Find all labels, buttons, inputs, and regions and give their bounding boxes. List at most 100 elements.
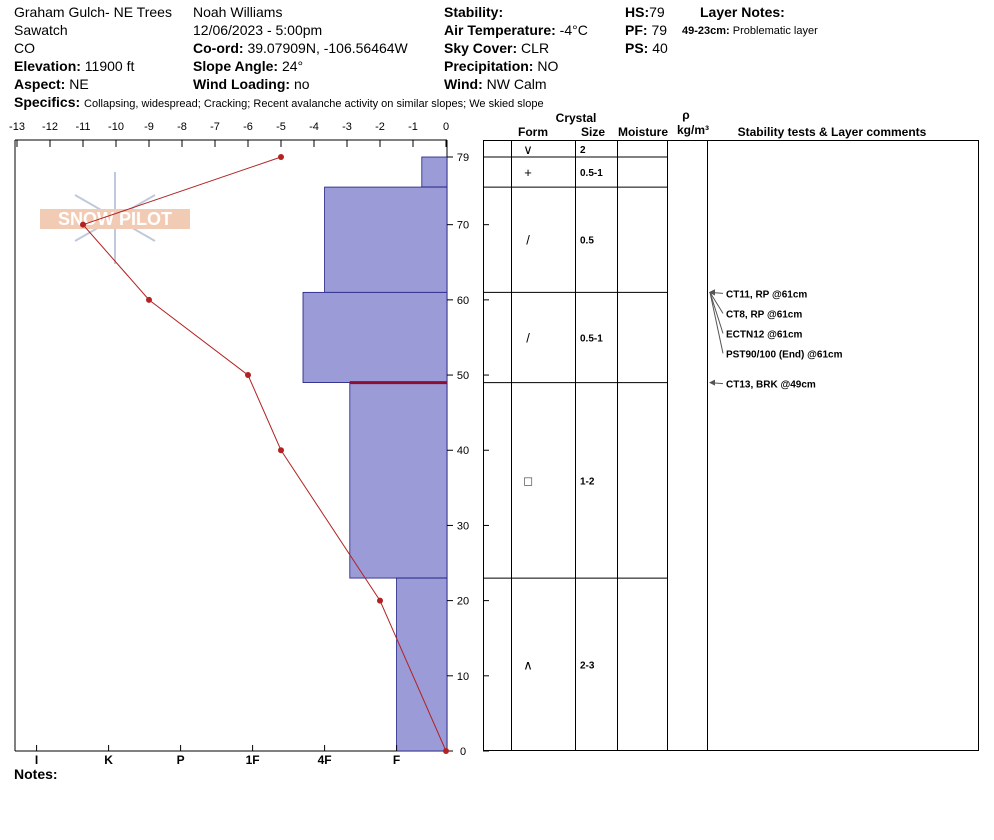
hardness-bar: [324, 186, 448, 293]
label: Precipitation:: [444, 58, 533, 74]
layer-form: /: [526, 330, 530, 345]
value: no: [294, 76, 310, 92]
surface-form: ∨: [523, 142, 533, 157]
value: Collapsing, widespread; Cracking; Recent…: [84, 98, 544, 110]
logo-text: SNOW PILOT: [58, 209, 172, 229]
x-tick-label: -13: [9, 121, 25, 133]
ps: PS: 40: [625, 40, 668, 56]
layer-form: ∧: [523, 658, 533, 673]
precip: Precipitation: NO: [444, 58, 558, 74]
header-comments: Stability tests & Layer comments: [738, 125, 927, 139]
label: PF:: [625, 22, 648, 38]
hardness-tick-label: 4F: [318, 753, 332, 767]
logo-band: [40, 209, 190, 229]
table-frame: [483, 140, 979, 751]
label: Elevation:: [14, 58, 81, 74]
range: 49-23cm:: [682, 25, 730, 37]
label: Co-ord:: [193, 40, 244, 56]
value: NW Calm: [487, 76, 547, 92]
temperature-point: [278, 447, 284, 454]
layer-size: 0.5: [580, 236, 594, 247]
stability: Stability:: [444, 4, 503, 20]
layer-size: 0.5-1: [580, 333, 603, 344]
value: 11900 ft: [85, 58, 135, 74]
note: Problematic layer: [733, 25, 818, 37]
coord: Co-ord: 39.07909N, -106.56464W: [193, 40, 409, 56]
range: Sawatch: [14, 22, 68, 38]
wind-loading: Wind Loading: no: [193, 76, 310, 92]
label: Specifics:: [14, 94, 80, 110]
test-arrow: [709, 292, 724, 314]
label: Air Temperature:: [444, 22, 556, 38]
layer-size: 0.5-1: [580, 168, 603, 179]
layer-form: +: [524, 165, 532, 180]
x-tick-label: -11: [75, 121, 90, 133]
temperature-point: [245, 372, 251, 379]
y-tick-label: 60: [457, 295, 469, 307]
label: Slope Angle:: [193, 58, 278, 74]
x-tick-label: -12: [42, 121, 58, 133]
value: 24°: [282, 58, 303, 74]
site: Graham Gulch- NE Trees: [14, 4, 172, 20]
value: 40: [652, 40, 668, 56]
hardness-tick-label: F: [393, 753, 400, 767]
aspect: Aspect: NE: [14, 76, 89, 92]
header-density: ρ: [682, 108, 689, 122]
y-tick-label: 10: [457, 671, 469, 683]
layer-form: □: [524, 473, 532, 488]
value: 79: [649, 4, 665, 20]
logo: SNOW PILOT: [40, 172, 190, 264]
pf: PF: 79: [625, 22, 667, 38]
x-tick-label: -5: [276, 121, 286, 133]
label: Aspect:: [14, 76, 65, 92]
layer-note: 49-23cm: Problematic layer: [682, 25, 818, 37]
value: 39.07909N, -106.56464W: [247, 40, 408, 56]
elevation: Elevation: 11900 ft: [14, 58, 134, 74]
header-density-unit: kg/m³: [677, 123, 709, 137]
hardness-bar: [302, 291, 448, 383]
label: Wind Loading:: [193, 76, 290, 92]
value: NE: [69, 76, 88, 92]
hardness-bar: [421, 156, 448, 188]
hardness-tick-label: I: [35, 753, 38, 767]
x-tick-label: -9: [144, 121, 154, 133]
temperature-point: [377, 597, 383, 604]
air-temp: Air Temperature: -4°C: [444, 22, 588, 38]
stability-test: PST90/100 (End) @61cm: [726, 349, 843, 360]
label: Sky Cover:: [444, 40, 517, 56]
x-tick-label: -6: [243, 121, 253, 133]
value: NO: [537, 58, 558, 74]
y-tick-label: 79: [457, 152, 469, 164]
stability-test: ECTN12 @61cm: [726, 329, 803, 340]
stability-test: CT13, BRK @49cm: [726, 380, 816, 391]
layer-form: /: [526, 233, 530, 248]
header-size: Size: [581, 125, 605, 139]
surface-size: 2: [580, 145, 586, 156]
test-arrow: [709, 292, 724, 334]
table-border: [483, 140, 979, 751]
arrow-head: [709, 379, 715, 386]
arrow-head: [709, 289, 715, 296]
state: CO: [14, 40, 35, 56]
stability-test: CT11, RP @61cm: [726, 289, 807, 300]
y-tick-label: 0: [460, 746, 466, 758]
temperature-point: [278, 154, 284, 160]
label: PS:: [625, 40, 648, 56]
x-tick-label: -4: [309, 121, 319, 133]
hardness-bar: [396, 577, 448, 752]
slope: Slope Angle: 24°: [193, 58, 303, 74]
x-tick-label: -8: [177, 121, 187, 133]
notes-label: Notes:: [14, 766, 58, 782]
label: HS:: [625, 4, 649, 20]
layer-size: 2-3: [580, 661, 595, 672]
hardness-tick-label: 1F: [246, 753, 260, 767]
observer: Noah Williams: [193, 4, 282, 20]
x-tick-label: -2: [375, 121, 385, 133]
temperature-point: [146, 296, 152, 303]
x-tick-label: -7: [210, 121, 220, 133]
test-arrow: [709, 292, 724, 354]
stability-test: CT8, RP @61cm: [726, 309, 802, 320]
x-tick-label: -1: [408, 121, 418, 133]
temperature-point: [80, 221, 86, 228]
